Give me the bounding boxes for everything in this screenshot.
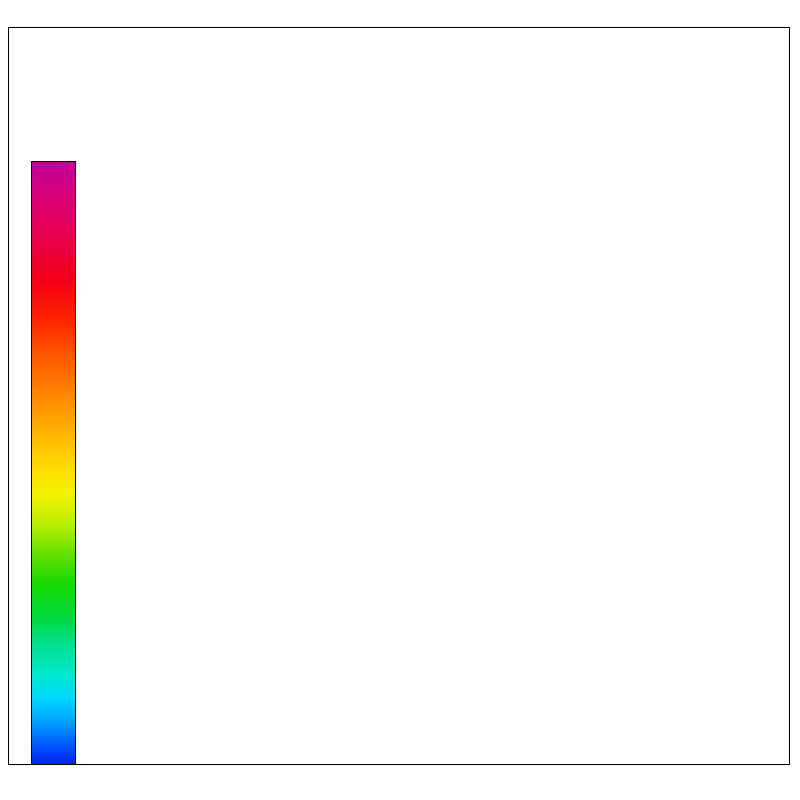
title-block xyxy=(10,30,490,206)
colorbar-gradient xyxy=(31,161,76,765)
colorbar[interactable] xyxy=(31,161,76,765)
